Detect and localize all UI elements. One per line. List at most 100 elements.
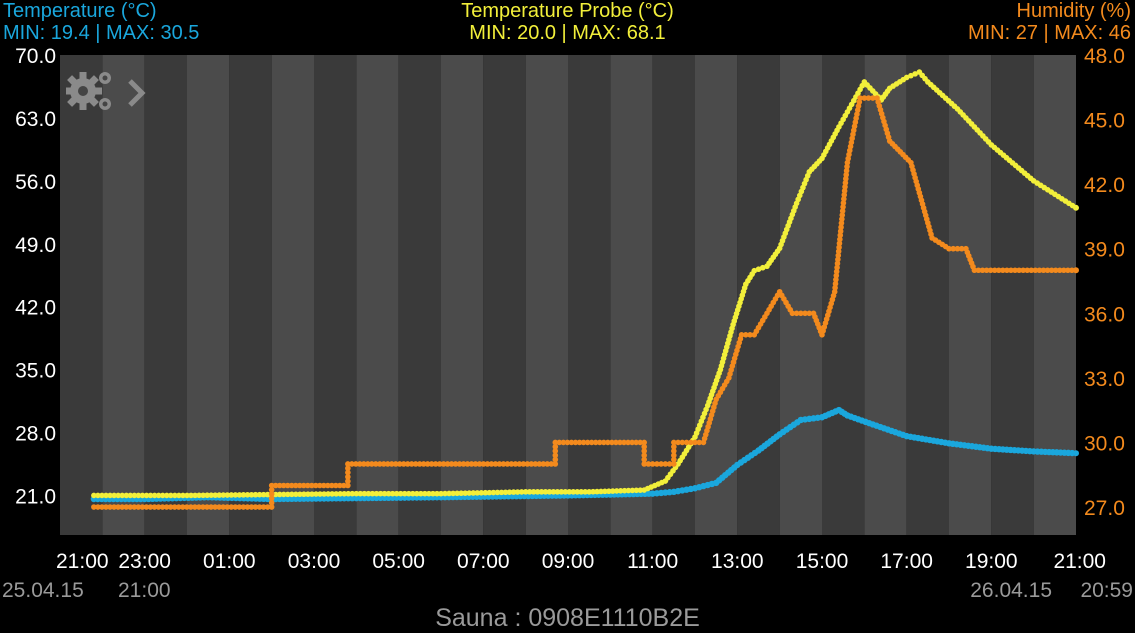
legend-humidity: Humidity (%) MIN: 27 | MAX: 46 [968, 0, 1131, 44]
series-probe-point [119, 492, 126, 499]
series-humidity-point [1065, 267, 1071, 274]
series-probe-point [216, 492, 223, 498]
series-humidity-point [645, 461, 652, 467]
series-humidity-point [268, 491, 275, 497]
series-humidity-point [388, 461, 395, 467]
legend-humidity-title: Humidity (%) [1016, 0, 1131, 22]
series-probe-point [115, 492, 121, 499]
series-probe-point [550, 489, 557, 495]
series-probe-point [151, 492, 158, 499]
settings-button[interactable] [66, 66, 156, 120]
series-humidity-point [641, 461, 647, 467]
series-probe-point [329, 491, 335, 497]
x-tick-label: 21:00 [56, 550, 109, 573]
grid-band [441, 55, 484, 535]
series-humidity-point [103, 504, 109, 510]
series-probe-point [582, 489, 588, 495]
series-humidity-point [576, 439, 583, 446]
series-humidity-point [552, 439, 559, 446]
series-probe-point [474, 490, 481, 496]
series-humidity-point [325, 482, 331, 489]
series-probe-point [438, 490, 444, 497]
series-humidity-point [839, 208, 846, 214]
series-humidity-point [268, 482, 275, 489]
series-probe-point [103, 492, 109, 499]
series-humidity-point [1061, 267, 1067, 274]
series-humidity-point [1028, 267, 1035, 274]
series-humidity-point [840, 200, 847, 206]
series-humidity-point [1073, 267, 1079, 274]
series-probe-point [908, 72, 914, 79]
series-humidity-point [958, 245, 965, 252]
series-humidity-point [192, 504, 198, 510]
y-left-tick-label: 28.0 [15, 423, 56, 446]
series-probe-point [912, 71, 918, 77]
series-humidity-point [151, 504, 158, 510]
series-humidity-point [532, 461, 539, 467]
series-humidity-point [256, 504, 263, 510]
series-probe-point [486, 489, 493, 496]
series-humidity-point [224, 504, 231, 510]
series-humidity-point [683, 439, 690, 446]
y-left-tick-label: 56.0 [15, 171, 56, 194]
series-humidity-point [580, 439, 587, 446]
x-tick-label: 21:00 [1053, 550, 1106, 573]
series-humidity-point [1069, 267, 1075, 274]
grid-band [991, 55, 1034, 535]
series-probe-point [172, 492, 178, 499]
y-right-tick-label: 27.0 [1084, 497, 1125, 520]
series-humidity-point [843, 167, 850, 174]
series-humidity-point [460, 461, 467, 467]
series-probe-point [139, 492, 146, 499]
series-humidity-point [228, 504, 235, 510]
series-humidity-point [588, 439, 595, 446]
series-humidity-point [843, 175, 849, 182]
series-humidity-point [232, 504, 239, 510]
series-humidity-point [641, 452, 647, 459]
series-probe-point [321, 491, 327, 497]
series-humidity-point [139, 504, 146, 510]
series-humidity-point [861, 95, 868, 101]
series-humidity-point [345, 478, 351, 484]
series-probe-point [284, 491, 291, 498]
series-probe-point [293, 491, 299, 498]
series-humidity-point [240, 504, 247, 510]
series-humidity-point [679, 439, 686, 446]
series-humidity-point [504, 461, 511, 467]
series-humidity-point [654, 461, 660, 467]
series-humidity-point [842, 180, 849, 186]
series-humidity-point [456, 461, 463, 467]
series-humidity-point [839, 216, 845, 222]
series-probe-point [534, 489, 541, 495]
series-probe-point [373, 490, 380, 497]
series-humidity-point [743, 332, 749, 338]
series-probe-point [414, 490, 420, 497]
legend-probe-range: MIN: 20.0 | MAX: 68.1 [469, 22, 666, 44]
series-humidity-point [833, 268, 840, 275]
series-humidity-point [135, 504, 142, 510]
series-humidity-point [380, 461, 387, 467]
series-probe-point [208, 492, 214, 498]
series-humidity-point [440, 461, 447, 467]
series-humidity-point [99, 504, 105, 510]
series-probe-point [578, 489, 585, 495]
series-humidity-point [641, 456, 647, 463]
series-probe-point [446, 490, 452, 497]
series-humidity-point [524, 461, 531, 467]
series-probe-point [558, 489, 565, 495]
series-probe-point [244, 492, 251, 498]
series-humidity-point [671, 461, 677, 467]
series-humidity-point [244, 504, 251, 510]
series-humidity-point [308, 482, 315, 489]
y-left-tick-label: 42.0 [15, 297, 56, 320]
series-probe-point [204, 492, 210, 499]
series-probe-point [478, 489, 485, 496]
series-humidity-point [641, 448, 647, 454]
x-tick-label: 15:00 [796, 550, 849, 573]
x-tick-label: 07:00 [457, 550, 510, 573]
gears-icon [66, 72, 111, 110]
series-humidity-point [1044, 267, 1051, 274]
series-humidity-point [1048, 267, 1055, 274]
series-humidity-point [127, 504, 134, 510]
